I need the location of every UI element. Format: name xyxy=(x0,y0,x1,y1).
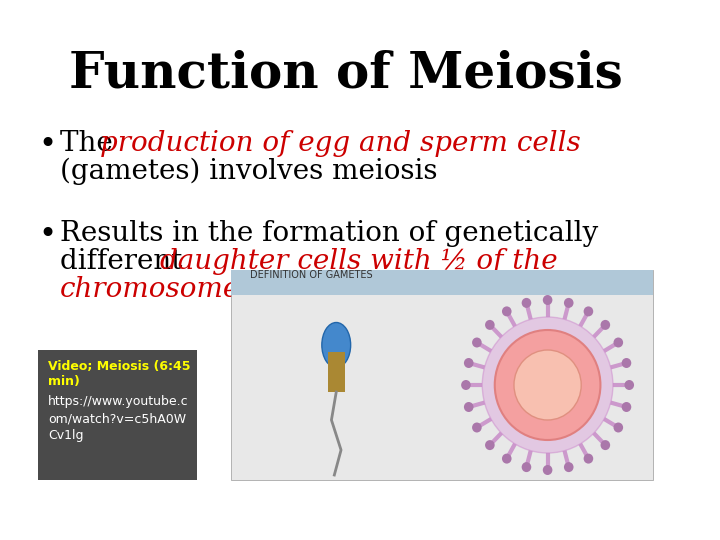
Circle shape xyxy=(482,317,613,453)
Circle shape xyxy=(464,358,474,368)
Circle shape xyxy=(543,465,552,475)
Circle shape xyxy=(502,306,512,316)
Circle shape xyxy=(522,462,531,472)
Text: •: • xyxy=(38,130,57,161)
Circle shape xyxy=(485,320,495,330)
Circle shape xyxy=(485,440,495,450)
Text: Results in the formation of genetically: Results in the formation of genetically xyxy=(60,220,598,247)
Circle shape xyxy=(464,402,474,412)
Circle shape xyxy=(472,422,482,433)
Circle shape xyxy=(624,380,634,390)
Text: Video; Meiosis (6:45
min): Video; Meiosis (6:45 min) xyxy=(48,360,191,388)
Circle shape xyxy=(613,338,623,348)
Circle shape xyxy=(621,358,631,368)
Text: •: • xyxy=(38,220,57,251)
Circle shape xyxy=(613,422,623,433)
Text: DEFINITION OF GAMETES: DEFINITION OF GAMETES xyxy=(250,270,372,280)
Circle shape xyxy=(514,350,581,420)
Circle shape xyxy=(495,330,600,440)
Text: chromosomes: chromosomes xyxy=(60,276,254,303)
Circle shape xyxy=(502,454,512,464)
FancyBboxPatch shape xyxy=(38,350,197,480)
Text: Function of Meiosis: Function of Meiosis xyxy=(69,50,623,99)
Text: https://www.youtube.c
om/watch?v=c5hA0W
Cv1lg: https://www.youtube.c om/watch?v=c5hA0W … xyxy=(48,395,189,442)
Circle shape xyxy=(543,295,552,305)
Text: different: different xyxy=(60,248,191,275)
Circle shape xyxy=(564,298,574,308)
Circle shape xyxy=(564,462,574,472)
Circle shape xyxy=(621,402,631,412)
Circle shape xyxy=(600,440,610,450)
Text: (gametes) involves meiosis: (gametes) involves meiosis xyxy=(60,158,437,185)
Text: The: The xyxy=(60,130,121,157)
Circle shape xyxy=(584,306,593,316)
FancyBboxPatch shape xyxy=(328,352,345,392)
Circle shape xyxy=(472,338,482,348)
FancyBboxPatch shape xyxy=(230,270,653,480)
FancyBboxPatch shape xyxy=(230,270,653,295)
Circle shape xyxy=(584,454,593,464)
Circle shape xyxy=(522,298,531,308)
Circle shape xyxy=(600,320,610,330)
Ellipse shape xyxy=(322,322,351,368)
Text: daughter cells with ½ of the: daughter cells with ½ of the xyxy=(161,248,558,275)
Circle shape xyxy=(461,380,471,390)
Text: production of egg and sperm cells: production of egg and sperm cells xyxy=(100,130,580,157)
